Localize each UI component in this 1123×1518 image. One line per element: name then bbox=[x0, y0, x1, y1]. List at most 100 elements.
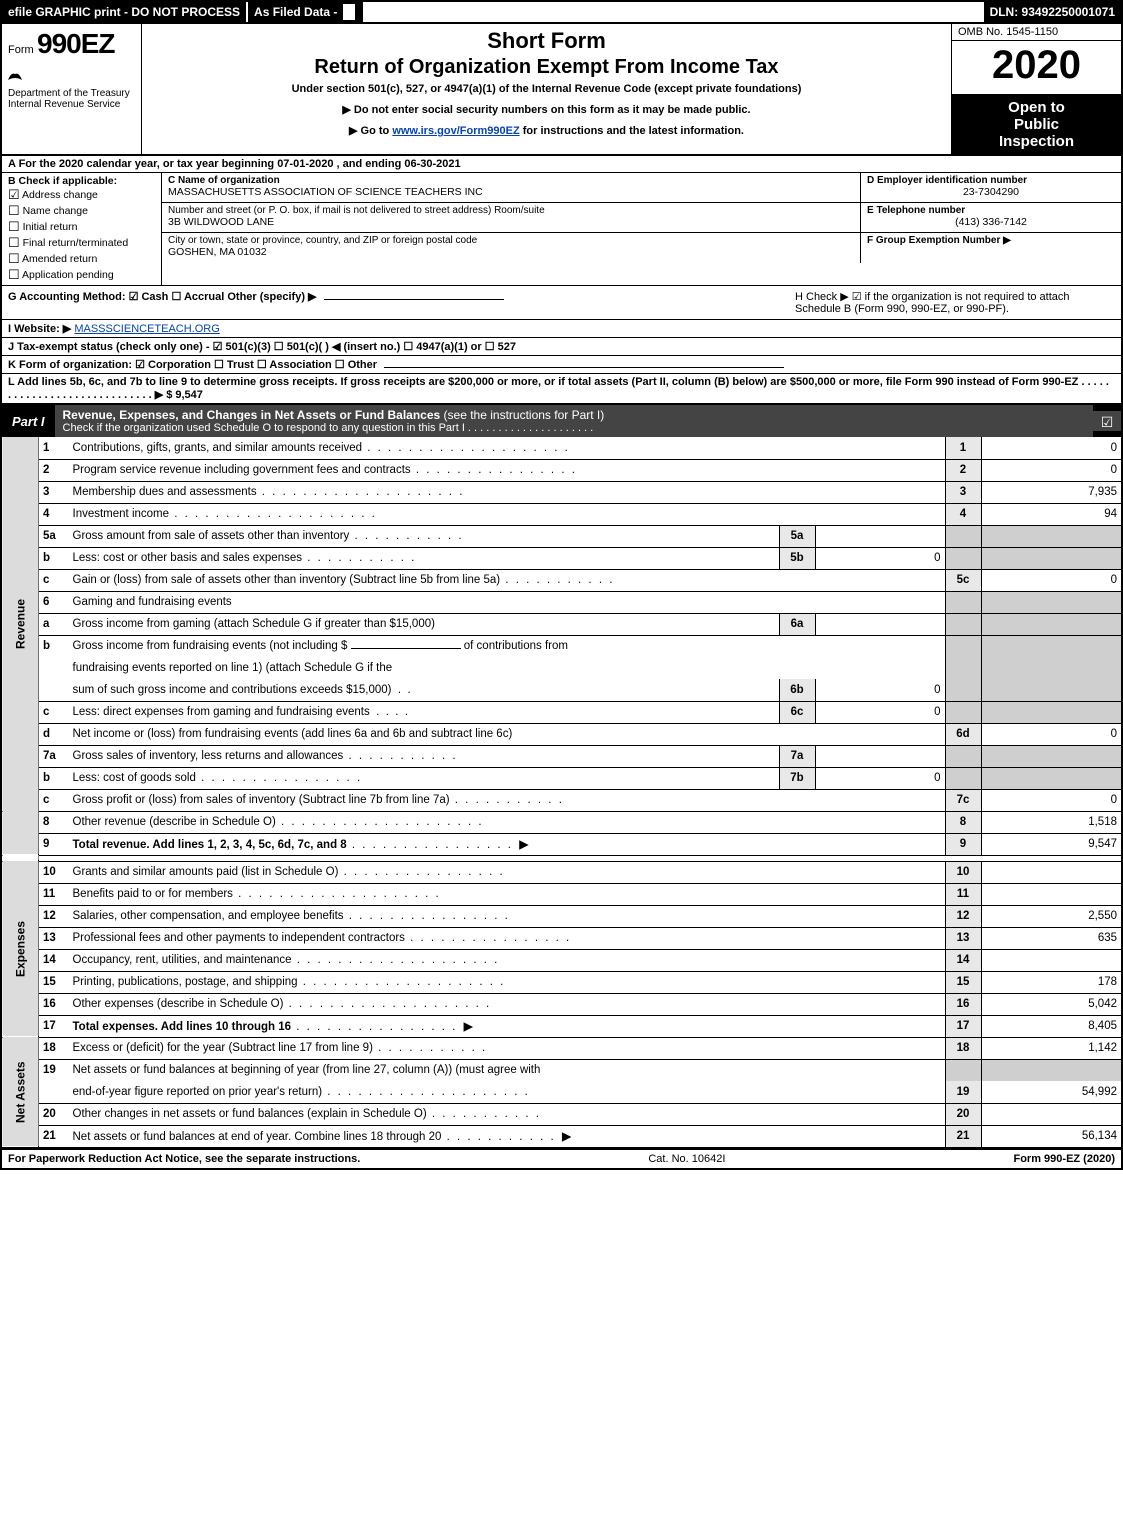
l20-desc: Other changes in net assets or fund bala… bbox=[73, 1108, 427, 1120]
line-6: 6 Gaming and fundraising events bbox=[2, 591, 1121, 613]
org-name: MASSACHUSETTS ASSOCIATION OF SCIENCE TEA… bbox=[168, 186, 854, 198]
goto-pre: ▶ Go to bbox=[349, 125, 392, 137]
line-5b: b Less: cost or other basis and sales ex… bbox=[2, 547, 1121, 569]
form-prefix: Form bbox=[8, 44, 34, 56]
g-blank-line bbox=[324, 299, 504, 300]
efile-topbar: efile GRAPHIC print - DO NOT PROCESS As … bbox=[2, 2, 1121, 24]
irs-link[interactable]: www.irs.gov/Form990EZ bbox=[392, 125, 519, 137]
open-line1: Open to bbox=[954, 99, 1119, 116]
dept-treasury: Department of the Treasury bbox=[8, 88, 135, 99]
line-6d: d Net income or (loss) from fundraising … bbox=[2, 723, 1121, 745]
line-21: 21 Net assets or fund balances at end of… bbox=[2, 1125, 1121, 1147]
l17-desc: Total expenses. Add lines 10 through 16 bbox=[73, 1021, 292, 1033]
l5a-desc: Gross amount from sale of assets other t… bbox=[73, 530, 350, 542]
goto-line: ▶ Go to www.irs.gov/Form990EZ for instru… bbox=[150, 124, 943, 137]
city-value: GOSHEN, MA 01032 bbox=[168, 246, 854, 258]
as-filed-label: As Filed Data - bbox=[246, 2, 363, 22]
return-title: Return of Organization Exempt From Incom… bbox=[150, 56, 943, 79]
part1-check-line: Check if the organization used Schedule … bbox=[63, 422, 1085, 434]
as-filed-text: As Filed Data - bbox=[254, 5, 337, 19]
line-1: Revenue 1 Contributions, gifts, grants, … bbox=[2, 437, 1121, 459]
open-public-badge: Open to Public Inspection bbox=[952, 95, 1121, 154]
gh-row: G Accounting Method: ☑ Cash ☐ Accrual Ot… bbox=[2, 286, 1121, 320]
l6b-desc2: fundraising events reported on line 1) (… bbox=[69, 657, 946, 679]
tax-year: 2020 bbox=[952, 41, 1121, 95]
l7a-desc: Gross sales of inventory, less returns a… bbox=[73, 750, 344, 762]
l16-desc: Other expenses (describe in Schedule O) bbox=[73, 998, 284, 1010]
line-3: 3 Membership dues and assessments 3 7,93… bbox=[2, 481, 1121, 503]
l15-desc: Printing, publications, postage, and shi… bbox=[73, 976, 298, 988]
address-cell: Number and street (or P. O. box, if mail… bbox=[162, 203, 861, 232]
form-990ez-page: efile GRAPHIC print - DO NOT PROCESS As … bbox=[0, 0, 1123, 1170]
ein-value: 23-7304290 bbox=[867, 186, 1115, 198]
line-18: Net Assets 18 Excess or (deficit) for th… bbox=[2, 1037, 1121, 1059]
l5c-desc: Gain or (loss) from sale of assets other… bbox=[73, 574, 501, 586]
chk-final-return: ☐ Final return/terminated bbox=[8, 235, 155, 251]
d-label: D Employer identification number bbox=[867, 175, 1115, 186]
k-blank-line bbox=[384, 367, 784, 368]
line-7a: 7a Gross sales of inventory, less return… bbox=[2, 745, 1121, 767]
part1-title-text: Revenue, Expenses, and Changes in Net As… bbox=[63, 408, 441, 422]
l-text: L Add lines 5b, 6c, and 7b to line 9 to … bbox=[8, 376, 1109, 401]
header-left: Form 990EZ Department of the Treasury In… bbox=[2, 24, 142, 154]
under-section: Under section 501(c), 527, or 4947(a)(1)… bbox=[150, 83, 943, 95]
open-line2: Public bbox=[954, 116, 1119, 133]
k-text: K Form of organization: ☑ Corporation ☐ … bbox=[8, 359, 377, 371]
irs-eagle-icon bbox=[6, 66, 24, 89]
line-14: 14 Occupancy, rent, utilities, and maint… bbox=[2, 949, 1121, 971]
addr-label: Number and street (or P. O. box, if mail… bbox=[168, 205, 854, 216]
efile-label: efile GRAPHIC print - DO NOT PROCESS bbox=[2, 2, 246, 22]
j-text: J Tax-exempt status (check only one) - ☑… bbox=[8, 341, 516, 353]
side-netassets: Net Assets bbox=[2, 1037, 39, 1147]
g-accounting-method: G Accounting Method: ☑ Cash ☐ Accrual Ot… bbox=[8, 290, 795, 315]
footer-cat-no: Cat. No. 10642I bbox=[648, 1153, 725, 1165]
col-cdef: C Name of organization MASSACHUSETTS ASS… bbox=[162, 173, 1121, 285]
line-9: 9 Total revenue. Add lines 1, 2, 3, 4, 5… bbox=[2, 833, 1121, 855]
l3-desc: Membership dues and assessments bbox=[73, 486, 257, 498]
l6a-desc: Gross income from gaming (attach Schedul… bbox=[73, 618, 435, 630]
f-label: F Group Exemption Number ▶ bbox=[867, 235, 1115, 246]
website-link[interactable]: MASSSCIENCETEACH.ORG bbox=[74, 323, 219, 335]
goto-post: for instructions and the latest informat… bbox=[523, 125, 744, 137]
arrow-icon: ▶ bbox=[519, 839, 528, 851]
ssn-warning: ▶ Do not enter social security numbers o… bbox=[150, 103, 943, 116]
c-label: C Name of organization bbox=[168, 175, 854, 186]
l13-desc: Professional fees and other payments to … bbox=[73, 932, 405, 944]
l6b-pre: Gross income from fundraising events (no… bbox=[73, 640, 348, 652]
footer-form-ref: Form 990-EZ (2020) bbox=[1013, 1153, 1115, 1165]
part1-tab: Part I bbox=[2, 411, 55, 432]
l4-desc: Investment income bbox=[73, 508, 170, 520]
chk-name-change: ☐ Name change bbox=[8, 203, 155, 219]
org-name-cell: C Name of organization MASSACHUSETTS ASS… bbox=[162, 173, 861, 202]
side-revenue: Revenue bbox=[2, 437, 39, 811]
l6b-desc3: sum of such gross income and contributio… bbox=[73, 684, 392, 696]
line-11: 11 Benefits paid to or for members 11 bbox=[2, 883, 1121, 905]
row-a-tax-year: A For the 2020 calendar year, or tax yea… bbox=[2, 156, 1121, 173]
i-label: I Website: ▶ bbox=[8, 323, 71, 335]
l6b-mid: of contributions from bbox=[464, 640, 568, 652]
l19-desc: Net assets or fund balances at beginning… bbox=[69, 1059, 946, 1081]
k-form-org-row: K Form of organization: ☑ Corporation ☐ … bbox=[2, 356, 1121, 374]
l8-desc: Other revenue (describe in Schedule O) bbox=[73, 816, 276, 828]
l6-desc: Gaming and fundraising events bbox=[69, 591, 946, 613]
line-6a: a Gross income from gaming (attach Sched… bbox=[2, 613, 1121, 635]
city-cell: City or town, state or province, country… bbox=[162, 233, 861, 263]
l6d-desc: Net income or (loss) from fundraising ev… bbox=[73, 728, 513, 740]
i-website-row: I Website: ▶ MASSSCIENCETEACH.ORG bbox=[2, 320, 1121, 338]
as-filed-box bbox=[341, 2, 356, 22]
line-16: 16 Other expenses (describe in Schedule … bbox=[2, 993, 1121, 1015]
line-4: 4 Investment income 4 94 bbox=[2, 503, 1121, 525]
l14-desc: Occupancy, rent, utilities, and maintena… bbox=[73, 954, 292, 966]
line-5a: 5a Gross amount from sale of assets othe… bbox=[2, 525, 1121, 547]
line-19-1: 19 Net assets or fund balances at beginn… bbox=[2, 1059, 1121, 1081]
part1-checkbox: ☑ bbox=[1093, 411, 1121, 431]
l1-desc: Contributions, gifts, grants, and simila… bbox=[73, 442, 363, 454]
chk-amended-return: ☐ Amended return bbox=[8, 251, 155, 267]
phone-cell: E Telephone number (413) 336-7142 bbox=[861, 203, 1121, 232]
line-6b-3: sum of such gross income and contributio… bbox=[2, 679, 1121, 701]
footer-left: For Paperwork Reduction Act Notice, see … bbox=[8, 1153, 360, 1165]
line-5c: c Gain or (loss) from sale of assets oth… bbox=[2, 569, 1121, 591]
phone-value: (413) 336-7142 bbox=[867, 216, 1115, 228]
l7c-desc: Gross profit or (loss) from sales of inv… bbox=[73, 794, 450, 806]
group-exemption-cell: F Group Exemption Number ▶ bbox=[861, 233, 1121, 263]
